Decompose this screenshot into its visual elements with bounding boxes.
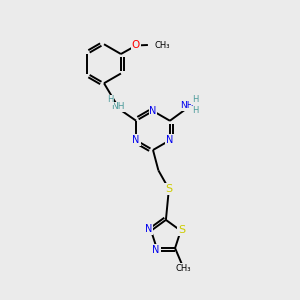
Text: CH₃: CH₃ — [176, 264, 191, 273]
Text: S: S — [165, 184, 172, 194]
Text: O: O — [131, 40, 140, 50]
Text: N: N — [166, 135, 174, 145]
Text: N: N — [149, 106, 157, 116]
Text: NH: NH — [111, 102, 125, 111]
Text: H: H — [192, 95, 198, 104]
Text: S: S — [178, 225, 185, 235]
Text: CH₃: CH₃ — [154, 40, 170, 50]
Text: H: H — [107, 95, 113, 104]
Text: N: N — [152, 244, 160, 255]
Text: H: H — [192, 106, 198, 115]
Text: NH: NH — [180, 101, 193, 110]
Text: N: N — [132, 135, 140, 145]
Text: N: N — [145, 224, 152, 234]
